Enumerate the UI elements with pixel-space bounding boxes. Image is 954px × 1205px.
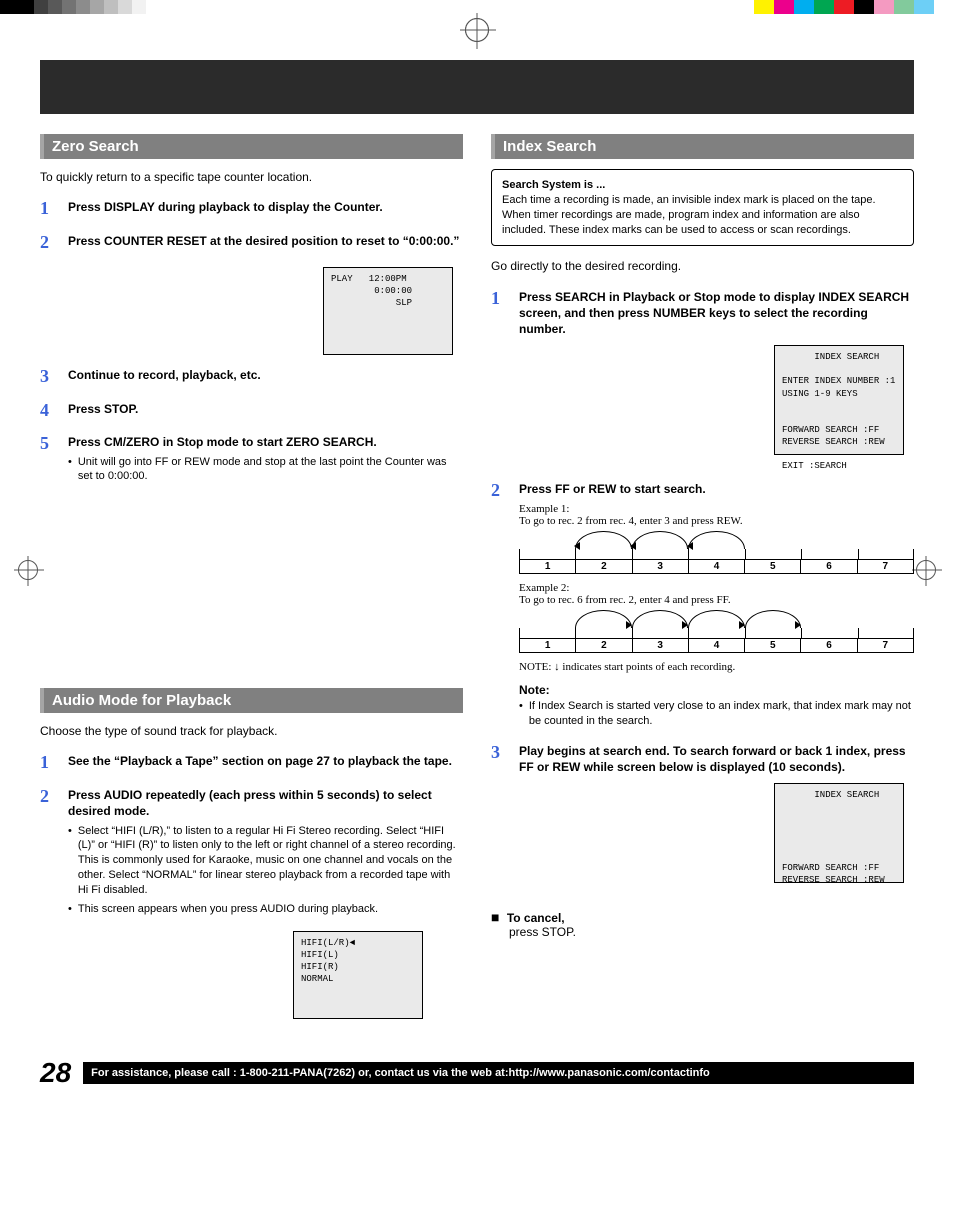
step-number: 3 <box>40 367 58 387</box>
audio-mode-title: Audio Mode for Playback <box>40 688 463 713</box>
index-search-title: Index Search <box>491 134 914 159</box>
tape-cell: 6 <box>801 560 857 573</box>
step-bullet: •This screen appears when you press AUDI… <box>68 902 463 917</box>
page-number: 28 <box>40 1057 71 1089</box>
cancel-heading: To cancel, <box>507 911 565 925</box>
step-number: 2 <box>491 481 509 729</box>
step-number: 3 <box>491 743 509 895</box>
step-number: 1 <box>491 289 509 468</box>
square-bullet-icon: ■ <box>491 909 499 925</box>
tape-cell: 2 <box>576 560 632 573</box>
step-text: Continue to record, playback, etc. <box>68 367 463 383</box>
example2-instr: To go to rec. 6 from rec. 2, enter 4 and… <box>519 594 914 606</box>
tape-cell: 7 <box>858 560 913 573</box>
index-step2: Press FF or REW to start search. <box>519 481 914 497</box>
tape-cell: 4 <box>689 560 745 573</box>
tape-cell: 1 <box>520 639 576 652</box>
step-text: Press CM/ZERO in Stop mode to start ZERO… <box>68 434 463 450</box>
index-step1: Press SEARCH in Playback or Stop mode to… <box>519 289 914 338</box>
index-osd2: INDEX SEARCH FORWARD SEARCH :FF REVERSE … <box>774 783 904 883</box>
audio-osd: HIFI(L/R)◄ HIFI(L) HIFI(R) NORMAL <box>293 931 423 1019</box>
step-number: 2 <box>40 233 58 253</box>
index-note-body: •If Index Search is started very close t… <box>519 699 914 729</box>
tape-cell: 3 <box>633 639 689 652</box>
index-osd1: INDEX SEARCH ENTER INDEX NUMBER :1 USING… <box>774 345 904 455</box>
tape-cell: 7 <box>858 639 913 652</box>
tape-cell: 5 <box>745 560 801 573</box>
crop-mark-bottom <box>465 18 489 42</box>
step-text: Press COUNTER RESET at the desired posit… <box>68 233 463 249</box>
cancel-block: ■ To cancel, press STOP. <box>491 909 914 939</box>
header-band <box>40 60 914 114</box>
tape-cell: 6 <box>801 639 857 652</box>
search-system-box-title: Search System is ... <box>502 178 903 193</box>
step-text: Press DISPLAY during playback to display… <box>68 199 463 215</box>
step-number: 1 <box>40 753 58 773</box>
step-bullet: •Unit will go into FF or REW mode and st… <box>68 455 463 485</box>
example2-diagram: 1234567 <box>519 610 914 653</box>
tape-cell: 3 <box>633 560 689 573</box>
search-system-box-body: Each time a recording is made, an invisi… <box>502 193 903 238</box>
index-note-title: Note: <box>519 683 914 697</box>
tape-cell: 1 <box>520 560 576 573</box>
zero-osd: PLAY 12:00PM 0:00:00 SLP <box>323 267 453 355</box>
assistance-bar: For assistance, please call : 1-800-211-… <box>83 1062 914 1084</box>
tape-cell: 5 <box>745 639 801 652</box>
step-number: 5 <box>40 434 58 484</box>
step-text: Press AUDIO repeatedly (each press withi… <box>68 787 463 819</box>
step-text: Press STOP. <box>68 401 463 417</box>
tape-cell: 2 <box>576 639 632 652</box>
step-bullet: •Select “HIFI (L/R),” to listen to a reg… <box>68 824 463 898</box>
example1-label: Example 1: <box>519 503 914 515</box>
step-number: 4 <box>40 401 58 421</box>
example1-diagram: 1234567 <box>519 531 914 574</box>
step-number: 1 <box>40 199 58 219</box>
audio-mode-intro: Choose the type of sound track for playb… <box>40 723 463 739</box>
zero-search-title: Zero Search <box>40 134 463 159</box>
step-text: See the “Playback a Tape” section on pag… <box>68 753 463 769</box>
tape-cell: 4 <box>689 639 745 652</box>
search-system-box: Search System is ... Each time a recordi… <box>491 169 914 246</box>
index-step3: Play begins at search end. To search for… <box>519 743 914 775</box>
zero-search-intro: To quickly return to a specific tape cou… <box>40 169 463 185</box>
index-intro: Go directly to the desired recording. <box>491 258 914 274</box>
example2-label: Example 2: <box>519 582 914 594</box>
step-number: 2 <box>40 787 58 916</box>
example1-instr: To go to rec. 2 from rec. 4, enter 3 and… <box>519 515 914 527</box>
example-note: NOTE: ↓ indicates start points of each r… <box>519 661 914 673</box>
cancel-body: press STOP. <box>509 925 576 939</box>
